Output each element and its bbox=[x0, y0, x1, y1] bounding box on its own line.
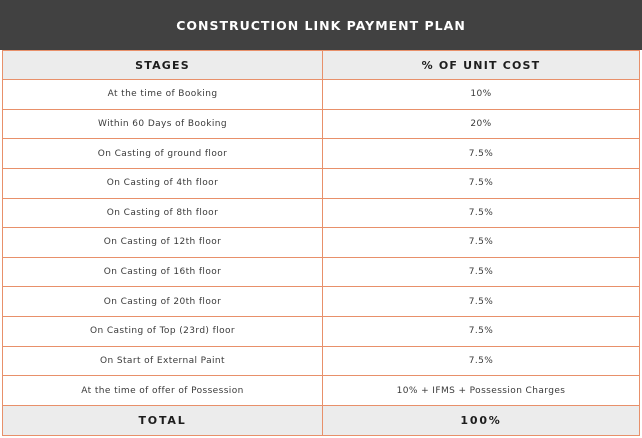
unit-cost-cell: 7.5% bbox=[322, 197, 640, 229]
payment-table: STAGES % OF UNIT COST At the time of Boo… bbox=[2, 50, 640, 436]
table-row: On Casting of 16th floor 7.5% bbox=[2, 256, 640, 288]
table-row: On Casting of ground floor 7.5% bbox=[2, 138, 640, 169]
total-row: TOTAL 100% bbox=[2, 405, 640, 436]
unit-cost-cell: 7.5% bbox=[322, 345, 640, 377]
page-title: CONSTRUCTION LINK PAYMENT PLAN bbox=[176, 17, 466, 33]
stage-cell: At the time of Booking bbox=[2, 79, 323, 110]
unit-cost-cell: 7.5% bbox=[322, 138, 640, 169]
stage-cell: At the time of offer of Possession bbox=[2, 375, 323, 406]
table-row: On Casting of Top (23rd) floor 7.5% bbox=[2, 316, 640, 347]
title-bar: CONSTRUCTION LINK PAYMENT PLAN bbox=[0, 0, 642, 50]
table-row: Within 60 Days of Booking 20% bbox=[2, 108, 640, 140]
table-row: On Casting of 4th floor 7.5% bbox=[2, 167, 640, 199]
table-row: At the time of Booking 10% bbox=[2, 79, 640, 110]
total-value: 100% bbox=[322, 405, 640, 436]
table-row: On Casting of 20th floor 7.5% bbox=[2, 286, 640, 317]
stage-cell: On Casting of 16th floor bbox=[2, 256, 323, 288]
stage-cell: On Casting of 20th floor bbox=[2, 286, 323, 317]
stage-cell: On Casting of 8th floor bbox=[2, 197, 323, 229]
unit-cost-cell: 7.5% bbox=[322, 167, 640, 199]
column-header-unit-cost: % OF UNIT COST bbox=[322, 50, 640, 80]
unit-cost-cell: 7.5% bbox=[322, 286, 640, 317]
table-row: On Casting of 12th floor 7.5% bbox=[2, 227, 640, 258]
total-label: TOTAL bbox=[2, 405, 323, 436]
stage-cell: Within 60 Days of Booking bbox=[2, 108, 323, 140]
stage-cell: On Casting of ground floor bbox=[2, 138, 323, 169]
table-body: At the time of Booking 10% Within 60 Days … bbox=[2, 79, 640, 406]
unit-cost-cell: 10% bbox=[322, 79, 640, 110]
unit-cost-cell: 7.5% bbox=[322, 256, 640, 288]
stage-cell: On Start of External Paint bbox=[2, 345, 323, 377]
stage-cell: On Casting of 4th floor bbox=[2, 167, 323, 199]
unit-cost-cell: 20% bbox=[322, 108, 640, 140]
header-row: STAGES % OF UNIT COST bbox=[2, 50, 640, 80]
unit-cost-cell: 7.5% bbox=[322, 316, 640, 347]
table-row: On Start of External Paint 7.5% bbox=[2, 345, 640, 377]
stage-cell: On Casting of Top (23rd) floor bbox=[2, 316, 323, 347]
table-row: At the time of offer of Possession 10% + … bbox=[2, 375, 640, 406]
table-row: On Casting of 8th floor 7.5% bbox=[2, 197, 640, 229]
unit-cost-cell: 7.5% bbox=[322, 227, 640, 258]
column-header-stages: STAGES bbox=[2, 50, 323, 80]
unit-cost-cell: 10% + IFMS + Possession Charges bbox=[322, 375, 640, 406]
stage-cell: On Casting of 12th floor bbox=[2, 227, 323, 258]
